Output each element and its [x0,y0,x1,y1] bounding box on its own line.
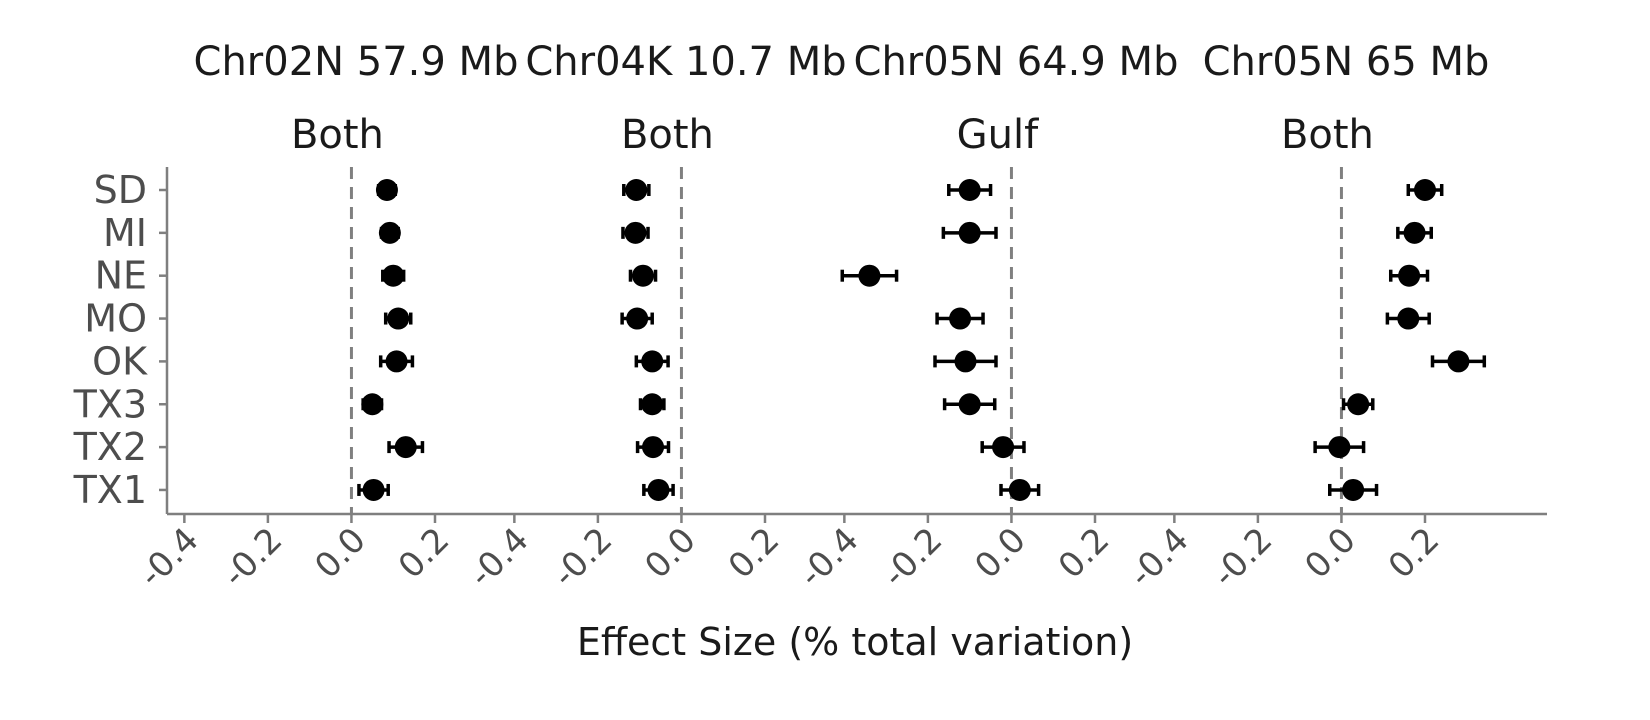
point-tx3 [641,393,664,416]
category-label-tx3: TX3 [73,382,147,426]
point-sd [375,179,398,201]
category-label-mo: MO [84,297,147,341]
point-tx3 [958,393,981,416]
x-tick-label: 0.2 [1381,520,1448,587]
x-tick-label: 0.0 [967,520,1034,587]
point-tx3 [1347,393,1370,416]
panel-4 [1313,167,1487,514]
point-ne [382,264,405,287]
facet-panels [349,167,1487,514]
point-mi [1403,221,1426,244]
category-label-mi: MI [103,211,147,255]
point-mi [624,221,647,244]
point-ok [385,350,408,373]
point-tx2 [992,436,1015,459]
panel-3 [840,167,1041,514]
point-ok [1447,350,1470,373]
point-tx1 [1342,478,1365,501]
point-mo [626,307,649,330]
point-ok [641,350,664,373]
x-axis: -0.4 -0.2 0.0 0.2 -0.4 -0.2 0.0 0.2 -0.4 -0.2 0.0 0… [132,512,1547,595]
category-label-ok: OK [92,339,148,383]
panel-title-4: Chr05N 65 Mb [1203,39,1490,85]
point-tx1 [1008,478,1031,501]
category-label-tx2: TX2 [73,425,147,469]
point-tx1 [647,478,670,501]
x-tick-label: -0.2 [545,520,620,595]
panel-headers: Chr02N 57.9 Mb Both Chr04K 10.7 Mb Both Chr0… [194,39,1490,158]
point-mo [387,307,410,330]
point-ne [858,264,881,287]
x-tick-label: -0.2 [1205,520,1280,595]
point-mi [958,221,981,244]
point-sd [958,179,981,201]
x-tick-label: 0.2 [1051,520,1118,587]
x-tick-label: -0.2 [215,520,290,595]
panel-subtitle-2: Both [621,112,714,158]
point-mo [1397,307,1420,330]
x-tick-label: -0.4 [132,520,207,595]
point-mo [949,307,972,330]
x-tick-label: -0.4 [1122,520,1197,595]
panel-1 [349,167,425,514]
point-tx2 [1328,436,1351,459]
x-tick-label: -0.4 [792,520,867,595]
point-mi [378,221,401,244]
x-tick-label: 0.0 [307,520,374,587]
category-label-ne: NE [95,254,147,298]
point-tx3 [361,393,384,416]
point-sd [625,179,648,201]
panel-title-3: Chr05N 64.9 Mb [854,39,1179,85]
panel-title-1: Chr02N 57.9 Mb [194,39,519,85]
x-tick-label: -0.4 [462,520,537,595]
panel-subtitle-1: Both [291,112,384,158]
x-axis-title: Effect Size (% total variation) [577,620,1133,664]
x-tick-label: 0.2 [721,520,788,587]
point-ne [632,264,655,287]
point-tx1 [362,478,385,501]
x-tick-label: 0.0 [1297,520,1364,587]
point-sd [1413,179,1436,201]
panel-title-2: Chr04K 10.7 Mb [525,39,846,85]
x-tick-label: -0.2 [875,520,950,595]
x-tick-label: 0.0 [637,520,704,587]
point-tx2 [394,436,417,459]
category-label-tx1: TX1 [73,468,147,512]
point-ok [954,350,977,373]
panel-2 [620,167,683,514]
panel-subtitle-3: Gulf [957,112,1039,158]
category-label-sd: SD [94,168,147,212]
point-ne [1398,264,1421,287]
panel-subtitle-4: Both [1281,112,1374,158]
point-tx2 [642,436,665,459]
x-tick-label: 0.2 [391,520,458,587]
